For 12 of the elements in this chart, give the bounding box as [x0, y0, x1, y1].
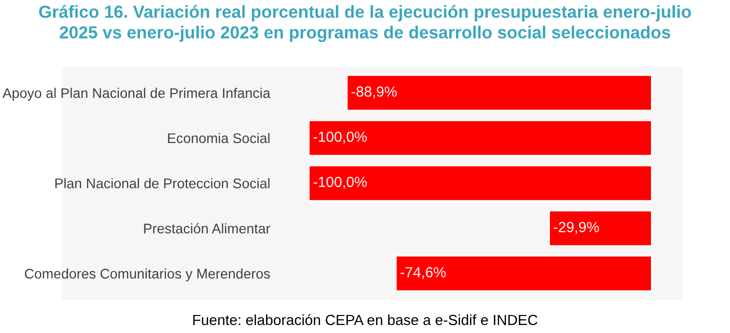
chart-title: Gráfico 16. Variación real porcentual de la ejecución presupuestaria enero-julio 2025 vs enero-julio 2023 en programas de desarrollo social seleccionados — [39, 4, 691, 42]
y-tick-label: Apoyo al Plan Nacional de Primera Infancia — [2, 88, 270, 101]
y-tick-label: Comedores Comunitarios y Merenderos — [24, 268, 270, 282]
data-label: -29,9% — [554, 222, 599, 234]
source-note: Fuente: elaboración CEPA en base a e-Sidif e INDEC — [193, 314, 538, 326]
data-label: -100,0% — [314, 176, 367, 189]
data-label: -74,6% — [400, 267, 446, 280]
data-label: -100,0% — [314, 132, 367, 144]
data-label: -88,9% — [352, 86, 397, 98]
y-tick-label: Economia Social — [168, 132, 270, 144]
y-tick-label: Plan Nacional de Proteccion Social — [55, 178, 270, 188]
y-tick-label: Prestación Alimentar — [144, 223, 270, 234]
